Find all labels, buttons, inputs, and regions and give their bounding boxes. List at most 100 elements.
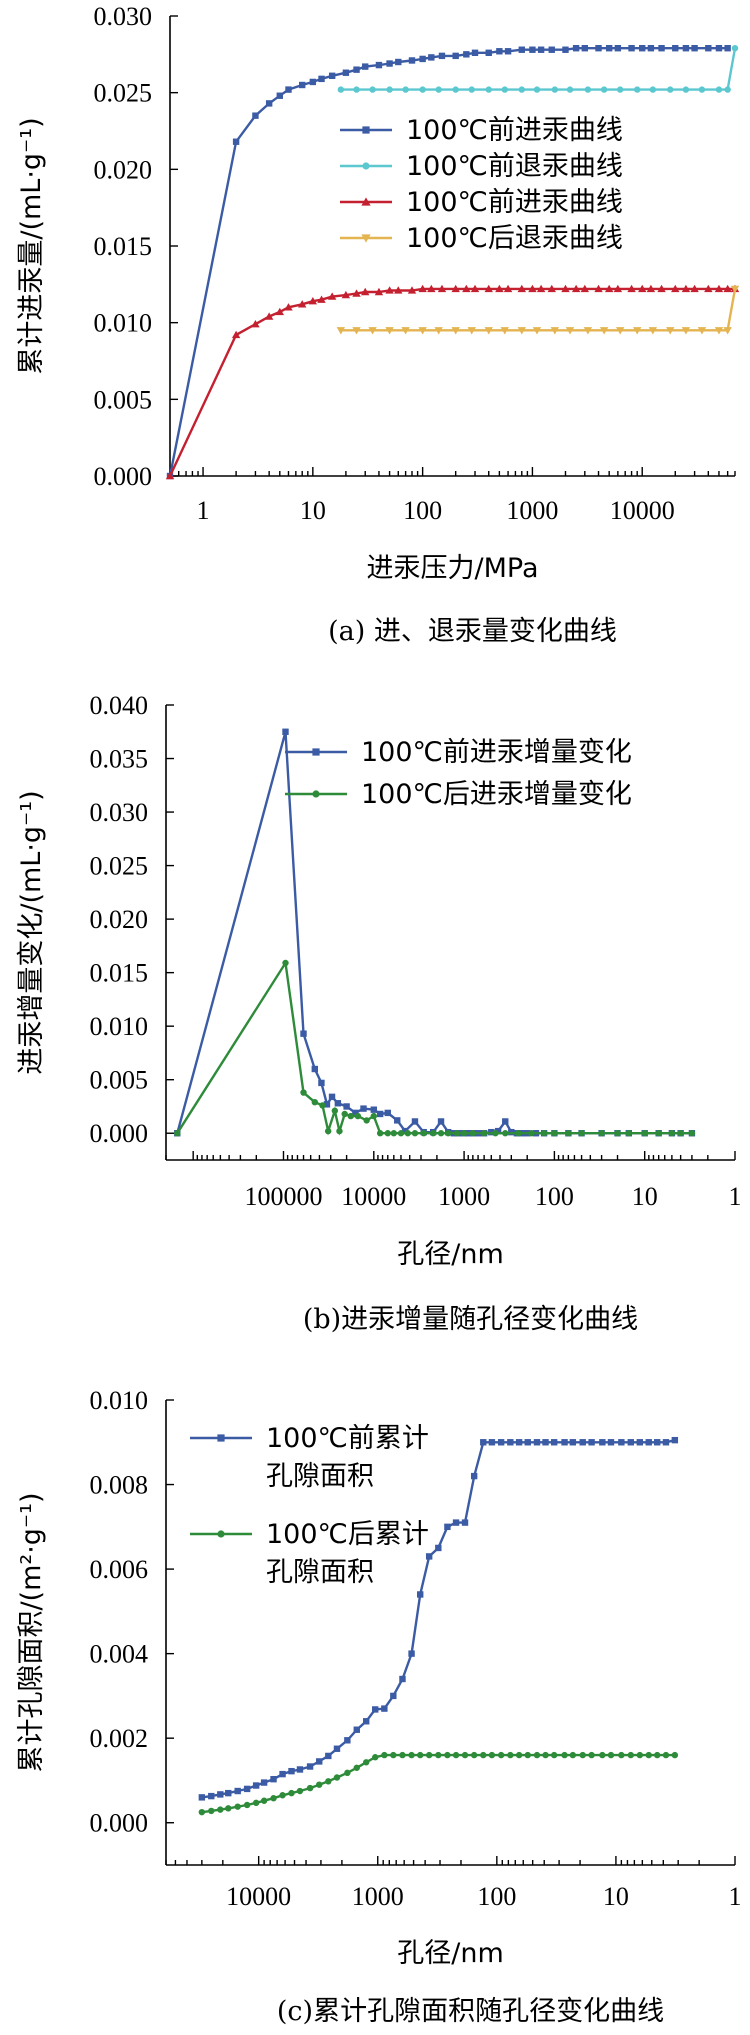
data-point (480, 1751, 487, 1759)
y-tick-label: 0.006 (90, 1555, 149, 1584)
data-point (572, 45, 580, 52)
data-point (495, 284, 504, 293)
data-point (334, 1100, 342, 1107)
data-point (341, 1110, 348, 1118)
data-point (517, 284, 526, 293)
data-point (533, 1439, 541, 1446)
data-point (384, 1109, 391, 1117)
x-tick-label: 1000 (438, 1182, 490, 1211)
data-point (714, 327, 724, 335)
data-point (328, 1093, 336, 1101)
data-point (252, 112, 259, 119)
data-point (595, 45, 602, 52)
data-point (252, 1782, 260, 1789)
data-point (344, 1737, 351, 1744)
data-point (276, 92, 283, 99)
data-point (453, 1130, 461, 1137)
data-point (390, 1751, 397, 1759)
data-point (497, 1751, 505, 1759)
data-point (627, 1751, 634, 1759)
data-point (614, 45, 622, 52)
chart-panel-1: 0.000 0.005 0.010 0.015 0.020 0.025 0.030 1 10 10… (16, 2, 740, 647)
data-point (485, 86, 492, 93)
data-point (347, 1112, 354, 1120)
data-point (363, 1117, 370, 1124)
data-point (417, 1591, 424, 1598)
series-line (201, 1753, 675, 1814)
data-point (362, 63, 369, 70)
data-point (515, 1130, 522, 1137)
data-point (579, 1751, 586, 1759)
data-point (550, 1439, 558, 1446)
data-point (375, 61, 383, 69)
data-point (451, 284, 460, 293)
legend: 100℃前进汞曲线 100℃前退汞曲线 100℃前进汞曲线 100℃后退汞曲线 (340, 115, 623, 254)
data-point (484, 284, 493, 293)
data-point (724, 86, 731, 93)
data-point (319, 1102, 326, 1109)
data-point (429, 1130, 437, 1137)
data-point (461, 1519, 469, 1526)
data-point (645, 1751, 652, 1759)
data-point (599, 327, 609, 335)
data-point (376, 1110, 384, 1118)
data-point (270, 1775, 277, 1783)
data-point (165, 471, 175, 480)
data-point (341, 290, 351, 299)
data-point (232, 138, 240, 145)
x-tick-label: 10 (603, 1882, 629, 1911)
data-point (550, 327, 560, 335)
y-tick-label: 0.000 (90, 1809, 149, 1838)
data-point (485, 49, 492, 56)
data-point (337, 86, 345, 93)
data-point (542, 1751, 549, 1759)
data-point (654, 1439, 661, 1446)
data-point (354, 1112, 362, 1120)
data-point (532, 327, 542, 335)
data-point (462, 284, 471, 293)
data-point (470, 284, 480, 293)
chart-panel-2: 0.000 0.005 0.010 0.015 0.020 0.025 0.030 0.035… (16, 691, 742, 1335)
data-point (394, 1117, 401, 1124)
data-point (353, 1764, 360, 1771)
data-point (628, 45, 635, 52)
data-point (434, 327, 443, 335)
data-point (662, 1751, 670, 1759)
data-point (515, 1439, 523, 1446)
legend-label: 100℃后退汞曲线 (406, 223, 623, 254)
data-point (401, 1127, 409, 1135)
data-point (480, 1130, 488, 1137)
y-tick-label: 0.000 (94, 462, 153, 491)
data-point (542, 1439, 549, 1446)
data-point (561, 284, 570, 293)
data-point (318, 1079, 325, 1087)
data-point (639, 45, 646, 52)
data-point (627, 1439, 634, 1446)
data-point (217, 1806, 224, 1813)
data-point (471, 49, 479, 56)
chart-caption: (a) 进、退汞量变化曲线 (328, 616, 617, 647)
x-tick-label: 100 (535, 1182, 574, 1211)
data-point (688, 1130, 696, 1137)
data-point (551, 1130, 558, 1137)
data-point (408, 57, 416, 64)
data-point (537, 46, 545, 53)
series-1 (198, 1436, 679, 1801)
data-point (279, 1770, 286, 1778)
x-tick-label: 10 (632, 1182, 658, 1211)
data-point (270, 1795, 277, 1802)
data-point (428, 54, 435, 61)
data-point (360, 1105, 367, 1112)
data-point (435, 86, 442, 93)
x-tick-label: 100 (403, 496, 442, 525)
data-point (562, 46, 569, 53)
legend-label: 100℃前进汞曲线 (406, 187, 623, 218)
y-axis-title: 累计孔隙面积/(m²·g⁻¹) (16, 1492, 47, 1772)
data-point (374, 287, 384, 296)
data-point (468, 86, 475, 93)
data-point (470, 1751, 478, 1759)
data-point (565, 1130, 572, 1137)
data-point (370, 1106, 377, 1113)
data-point (578, 1130, 585, 1137)
data-point (451, 327, 460, 335)
